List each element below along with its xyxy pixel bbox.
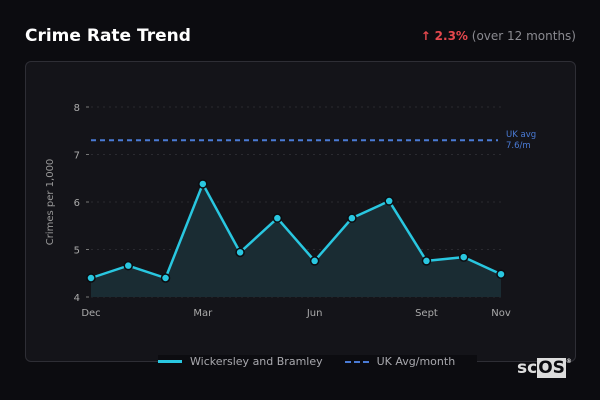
y-tick-label: 6 xyxy=(74,198,80,209)
uk-avg-value: 7.6/m xyxy=(506,141,531,151)
data-point xyxy=(421,256,432,266)
x-tick-label: Dec xyxy=(81,308,100,319)
x-tick-label: Jun xyxy=(306,308,323,319)
data-point xyxy=(347,213,357,223)
legend-label: UK Avg/month xyxy=(376,355,456,368)
data-point xyxy=(272,213,283,223)
data-point xyxy=(160,273,171,283)
legend-swatch-solid xyxy=(158,360,182,363)
legend-label: Wickersley and Bramley xyxy=(190,355,323,368)
arrow-up-icon: ↑ xyxy=(420,29,431,43)
series-line xyxy=(90,182,502,280)
data-point xyxy=(496,269,506,279)
data-point xyxy=(384,196,394,206)
legend: Wickersley and Bramley UK Avg/month xyxy=(158,355,478,368)
chart-card xyxy=(25,61,576,362)
uk-avg-label: UK avg xyxy=(506,130,536,140)
y-axis-label: Crimes per 1,000 xyxy=(45,159,56,246)
y-tick-label: 4 xyxy=(74,293,80,304)
legend-item-uk-avg[interactable]: UK Avg/month xyxy=(344,355,456,368)
y-tick-label: 7 xyxy=(74,151,80,162)
x-tick-label: Nov xyxy=(491,308,511,319)
x-tick-label: Mar xyxy=(193,308,213,319)
trend-change: ↑ 2.3% (over 12 months) xyxy=(421,29,576,43)
page-title: Crime Rate Trend xyxy=(25,26,191,46)
data-point xyxy=(458,252,469,262)
change-value: 2.3% xyxy=(434,29,468,43)
x-tick-label: Sept xyxy=(415,308,438,319)
legend-item-series[interactable]: Wickersley and Bramley xyxy=(158,355,323,368)
data-point xyxy=(235,247,245,258)
data-point xyxy=(123,260,134,271)
data-point xyxy=(86,273,96,283)
scos-logo: scOS® xyxy=(517,358,572,378)
change-period: (over 12 months) xyxy=(471,29,576,43)
legend-swatch-dashed xyxy=(344,360,369,363)
y-tick-label: 8 xyxy=(74,103,80,114)
y-tick-label: 5 xyxy=(74,246,80,257)
data-point xyxy=(309,256,320,266)
data-point xyxy=(198,179,208,189)
